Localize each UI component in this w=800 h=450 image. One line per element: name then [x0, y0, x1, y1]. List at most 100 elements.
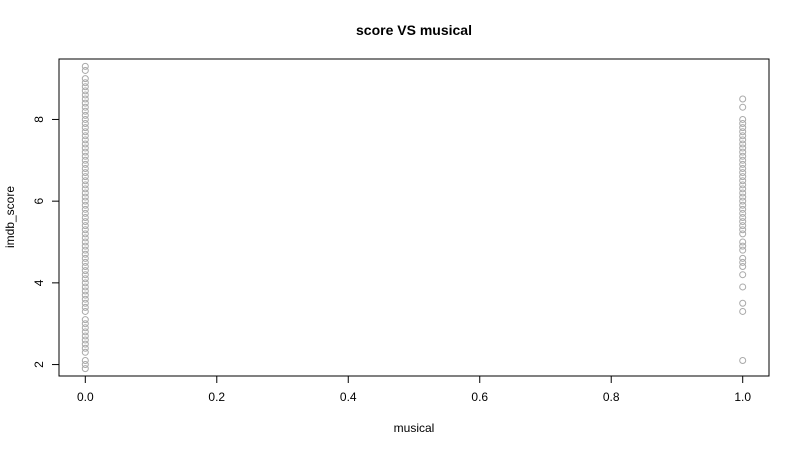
data-point [739, 238, 747, 246]
data-point [81, 287, 89, 295]
data-point [81, 144, 89, 152]
data-point [81, 336, 89, 344]
x-tick-label: 0.0 [77, 390, 94, 404]
data-point [739, 120, 747, 128]
data-point [739, 283, 747, 291]
data-point [81, 169, 89, 177]
x-tick-label: 0.2 [208, 390, 225, 404]
data-point [81, 226, 89, 234]
data-point [81, 365, 89, 373]
data-point [81, 348, 89, 356]
data-point [739, 197, 747, 205]
data-point [81, 254, 89, 262]
data-point [81, 148, 89, 156]
data-point [81, 205, 89, 213]
data-point [739, 169, 747, 177]
data-point [81, 230, 89, 238]
data-point [81, 258, 89, 266]
data-point [81, 238, 89, 246]
data-point [739, 128, 747, 136]
y-axis-label: imdb_score [3, 186, 17, 248]
data-point [739, 307, 747, 315]
x-tick-label: 0.6 [471, 390, 488, 404]
data-point [81, 91, 89, 99]
data-point [739, 222, 747, 230]
data-point [81, 222, 89, 230]
data-point [81, 120, 89, 128]
data-point [739, 132, 747, 140]
data-point [81, 132, 89, 140]
data-point [81, 189, 89, 197]
data-point [739, 177, 747, 185]
data-point [81, 115, 89, 123]
data-point [81, 242, 89, 250]
data-point [739, 356, 747, 364]
data-point [81, 344, 89, 352]
data-point [81, 250, 89, 258]
data-point [739, 209, 747, 217]
data-point [81, 124, 89, 132]
data-point [739, 271, 747, 279]
data-point [81, 185, 89, 193]
data-point [81, 140, 89, 148]
y-tick-label: 8 [32, 116, 46, 123]
data-point [81, 201, 89, 209]
data-point [739, 214, 747, 221]
data-point [739, 95, 747, 103]
data-point [739, 226, 747, 234]
data-point [739, 164, 747, 172]
data-point [81, 320, 89, 328]
data-point [81, 214, 89, 221]
data-point [81, 263, 89, 271]
data-point [81, 177, 89, 185]
y-tick-label: 6 [32, 198, 46, 205]
data-point [739, 242, 747, 250]
data-point [81, 103, 89, 111]
data-point [81, 87, 89, 95]
data-point [739, 185, 747, 193]
data-point [739, 263, 747, 271]
data-point [81, 356, 89, 364]
data-point [739, 124, 747, 132]
data-point [81, 111, 89, 119]
data-point [81, 62, 89, 70]
data-point [81, 160, 89, 168]
data-point [81, 324, 89, 332]
data-point [739, 299, 747, 307]
data-point [81, 75, 89, 83]
data-point [81, 79, 89, 87]
data-point [81, 279, 89, 287]
data-points [81, 62, 747, 373]
data-point [81, 164, 89, 172]
data-point [81, 316, 89, 324]
data-point [81, 275, 89, 283]
data-point [81, 128, 89, 136]
plot-area-frame [58, 58, 770, 377]
x-axis: 0.0 0.2 0.4 0.6 0.8 1.0 [77, 375, 751, 404]
data-point [81, 83, 89, 91]
data-point [739, 230, 747, 238]
data-point [81, 99, 89, 107]
data-point [81, 295, 89, 303]
data-point [81, 271, 89, 279]
x-tick-label: 0.8 [603, 390, 620, 404]
data-point [81, 328, 89, 336]
data-point [739, 189, 747, 197]
data-point [739, 218, 747, 226]
data-point [81, 156, 89, 164]
data-point [81, 136, 89, 144]
data-point [81, 340, 89, 348]
data-point [81, 173, 89, 181]
data-point [81, 361, 89, 369]
data-point [81, 246, 89, 254]
data-point [81, 152, 89, 160]
data-point [739, 193, 747, 201]
data-point [81, 303, 89, 311]
data-point [739, 115, 747, 123]
y-tick-label: 4 [32, 279, 46, 286]
data-point [81, 107, 89, 115]
data-point [739, 144, 747, 152]
x-axis-label: musical [394, 421, 435, 435]
data-point [81, 267, 89, 275]
